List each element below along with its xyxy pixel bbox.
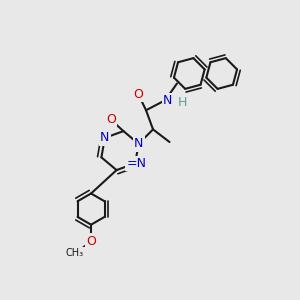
Text: N: N — [134, 137, 143, 150]
Text: CH₃: CH₃ — [65, 248, 84, 258]
Text: O: O — [86, 235, 96, 248]
Text: O: O — [134, 88, 143, 101]
Text: =N: =N — [127, 157, 147, 170]
Text: O: O — [106, 113, 116, 126]
Text: H: H — [178, 96, 187, 109]
Text: N: N — [100, 131, 110, 144]
Text: N: N — [163, 94, 172, 107]
